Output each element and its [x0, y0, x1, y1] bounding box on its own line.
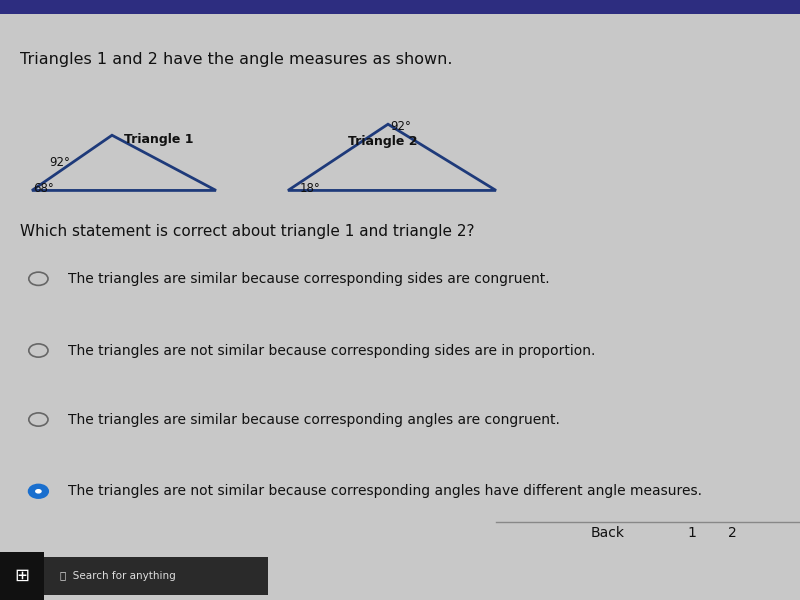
- Text: 2: 2: [728, 526, 736, 539]
- Circle shape: [29, 485, 48, 498]
- Text: Triangle 1: Triangle 1: [124, 133, 194, 146]
- Text: The triangles are not similar because corresponding sides are in proportion.: The triangles are not similar because co…: [68, 344, 595, 358]
- Text: ⊞: ⊞: [14, 567, 29, 585]
- Text: 1: 1: [687, 526, 697, 539]
- Text: Back: Back: [591, 526, 625, 539]
- Bar: [0, 552, 44, 600]
- Text: Which statement is correct about triangle 1 and triangle 2?: Which statement is correct about triangl…: [20, 224, 474, 239]
- Circle shape: [35, 489, 42, 494]
- Circle shape: [29, 413, 48, 426]
- Text: 92°: 92°: [390, 121, 411, 133]
- Text: Triangles 1 and 2 have the angle measures as shown.: Triangles 1 and 2 have the angle measure…: [20, 52, 453, 67]
- Text: 92°: 92°: [50, 156, 70, 169]
- Bar: [0, 0, 800, 14]
- Circle shape: [29, 344, 48, 357]
- Text: The triangles are similar because corresponding angles are congruent.: The triangles are similar because corres…: [68, 413, 560, 427]
- Text: 18°: 18°: [300, 182, 321, 195]
- Text: 68°: 68°: [34, 182, 54, 195]
- Bar: [44, 557, 268, 595]
- Text: The triangles are similar because corresponding sides are congruent.: The triangles are similar because corres…: [68, 272, 550, 286]
- Circle shape: [29, 272, 48, 286]
- Text: Triangle 2: Triangle 2: [348, 135, 418, 148]
- Text: ⌕  Search for anything: ⌕ Search for anything: [60, 571, 176, 581]
- Text: The triangles are not similar because corresponding angles have different angle : The triangles are not similar because co…: [68, 484, 702, 498]
